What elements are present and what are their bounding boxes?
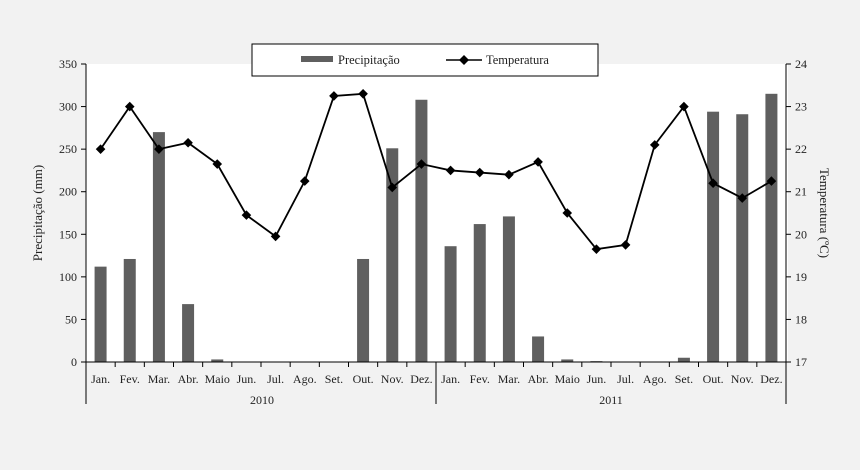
y2-tick-label: 23: [795, 100, 807, 114]
y-tick-label: 150: [59, 227, 77, 241]
precipitation-bar: [473, 224, 486, 362]
y2-axis-title: Temperatura (ºC): [817, 168, 832, 258]
x-tick-label: Fev.: [120, 372, 140, 386]
temperature-point: [474, 167, 485, 178]
temperature-point: [212, 159, 223, 169]
x-tick-label: Jul.: [617, 372, 634, 386]
precipitation-bar: [152, 132, 165, 362]
temperature-line: [99, 92, 772, 251]
temperature-point: [562, 208, 573, 218]
y2-tick-label: 18: [795, 312, 807, 326]
x-tick-label: Mar.: [148, 372, 170, 386]
precipitation-bar: [444, 246, 457, 362]
temperature-point: [445, 165, 456, 176]
precipitation-bar: [736, 114, 749, 362]
y2-tick-label: 22: [795, 142, 807, 156]
y-axis-title: Precipitação (mm): [30, 165, 45, 261]
temperature-point: [737, 193, 748, 203]
y-tick-label: 300: [59, 100, 77, 114]
y2-tick-label: 19: [795, 270, 807, 284]
year-label-2010: 2010: [250, 393, 274, 407]
x-tick-label: Dez.: [410, 372, 432, 386]
x-tick-label: Ago.: [293, 372, 317, 386]
temperature-point: [329, 91, 339, 101]
legend-bar-swatch: [301, 56, 333, 62]
x-tick-label: Jan.: [441, 372, 460, 386]
y2-tick-label: 17: [795, 355, 807, 369]
temperature-point: [649, 140, 660, 150]
x-tick-label: Jul.: [267, 372, 284, 386]
precipitation-bar: [94, 266, 107, 362]
y-tick-label: 250: [59, 142, 77, 156]
precipitation-bar: [182, 304, 195, 362]
x-tick-label: Set.: [325, 372, 343, 386]
precipitation-bar: [386, 148, 399, 362]
precipitation-bar: [357, 258, 370, 362]
legend-diamond-marker: [459, 55, 469, 65]
precipitation-bar: [707, 111, 720, 363]
temperature-point: [241, 210, 252, 220]
x-tick-label: Nov.: [381, 372, 404, 386]
x-tick-label: Maio: [205, 372, 230, 386]
precipitation-bar: [561, 359, 574, 362]
axes-group: [85, 64, 787, 404]
precipitation-bar: [765, 93, 778, 363]
temperature-point: [299, 176, 310, 186]
y-tick-label: 200: [59, 185, 77, 199]
x-tick-label: Jan.: [91, 372, 110, 386]
temperature-point: [154, 144, 164, 154]
legend-label-precipitation: Precipitação: [338, 53, 400, 67]
temperature-point: [708, 178, 718, 188]
y-tick-label: 350: [59, 57, 77, 71]
y-tick-label: 100: [59, 270, 77, 284]
legend: Precipitação Temperatura: [251, 43, 599, 77]
temperature-point: [387, 182, 398, 193]
x-tick-label: Abr.: [178, 372, 199, 386]
temperature-point: [620, 240, 631, 250]
plot-area: [86, 64, 788, 362]
precipitation-bar: [123, 258, 136, 362]
legend-label-temperature: Temperatura: [486, 53, 549, 67]
temperature-point: [533, 157, 543, 167]
x-tick-label: Out.: [703, 372, 724, 386]
x-tick-label: Nov.: [731, 372, 754, 386]
temperature-point: [270, 231, 281, 242]
temperature-point: [183, 137, 193, 148]
x-tick-label: Out.: [353, 372, 374, 386]
year-label-2011: 2011: [599, 393, 623, 407]
precipitation-bar: [415, 99, 428, 362]
temperature-point: [124, 101, 135, 112]
y2-tick-label: 21: [795, 185, 807, 199]
precipitation-bar: [502, 216, 515, 362]
y2-tick-label: 24: [795, 57, 807, 71]
x-tick-label: Fev.: [470, 372, 490, 386]
temperature-point: [95, 144, 106, 154]
y2-tick-label: 20: [795, 227, 807, 241]
x-tick-label: Dez.: [760, 372, 782, 386]
x-tick-label: Jun.: [237, 372, 257, 386]
ticks-group: 0 50 100 150 200 250 300 350 17 18 19 20 21 22 23 24 Jan…: [59, 57, 807, 386]
temperature-line-group: [95, 89, 777, 254]
y-tick-label: 0: [71, 355, 77, 369]
temperature-point: [766, 176, 777, 186]
temperature-point: [679, 101, 689, 112]
precipitation-bar: [677, 357, 690, 362]
x-tick-label: Abr.: [528, 372, 549, 386]
precipitation-bar: [211, 359, 224, 362]
precipitation-bar: [532, 336, 545, 362]
x-tick-label: Jun.: [587, 372, 607, 386]
temperature-point: [416, 159, 427, 169]
temperature-point: [591, 244, 602, 254]
temperature-point: [358, 89, 368, 99]
temperature-point: [504, 169, 514, 180]
x-tick-label: Ago.: [643, 372, 667, 386]
x-tick-label: Maio: [555, 372, 580, 386]
x-tick-label: Mar.: [498, 372, 520, 386]
y-tick-label: 50: [65, 312, 77, 326]
x-tick-label: Set.: [675, 372, 693, 386]
